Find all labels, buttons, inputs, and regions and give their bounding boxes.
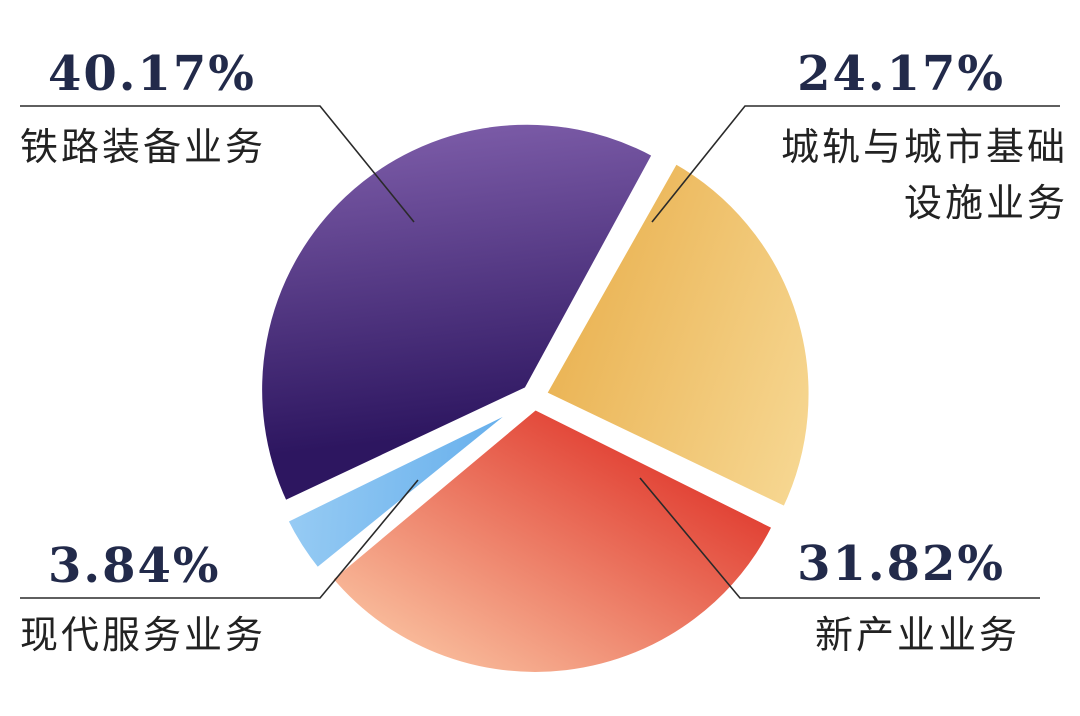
slice-category-label-3-0: 铁路装备业务 — [20, 125, 266, 169]
pie-slice-0 — [540, 157, 815, 513]
leader-line-0 — [651, 105, 1060, 223]
pie-slice-1 — [326, 403, 779, 678]
slice-percent-label-0: 24.17% — [797, 46, 1005, 102]
slice-percent-label-2: 3.84% — [48, 538, 221, 594]
pie-slices — [256, 118, 815, 678]
slice-category-label-0-0: 城轨与城市基础 — [781, 125, 1068, 169]
slice-category-label-0-1: 设施业务 — [904, 181, 1068, 225]
slice-percent-label-3: 40.17% — [48, 46, 256, 102]
pie-slice-2 — [281, 399, 529, 574]
slice-category-label-2-0: 现代服务业务 — [20, 613, 266, 657]
slice-category-label-1-0: 新产业业务 — [815, 613, 1020, 657]
pie-slice-3 — [256, 118, 659, 507]
leader-lines — [20, 105, 1060, 599]
leader-line-2 — [20, 479, 419, 599]
slice-percent-label-1: 31.82% — [797, 536, 1005, 592]
leader-line-1 — [639, 477, 1040, 599]
leader-line-3 — [20, 105, 415, 223]
